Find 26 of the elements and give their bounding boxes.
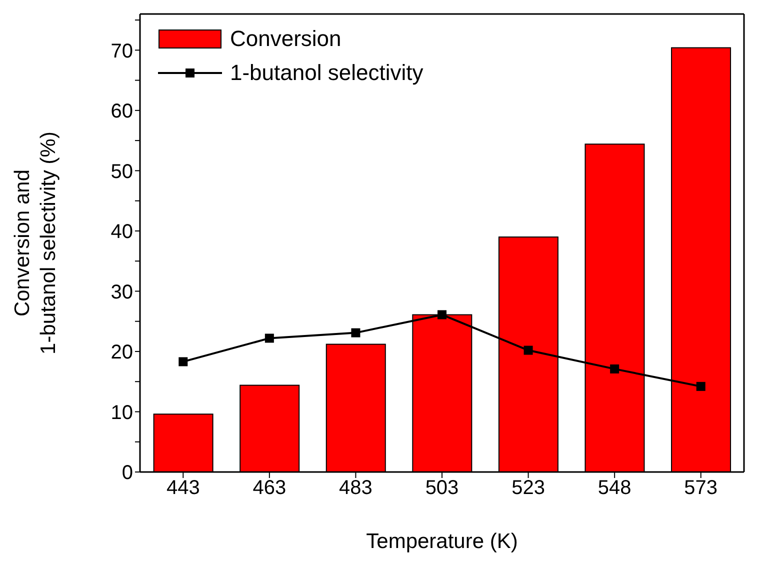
x-tick-label: 463: [252, 477, 286, 500]
x-tick-label: 483: [339, 477, 372, 500]
point: [610, 364, 620, 374]
point: [524, 346, 533, 355]
x-axis-title: Temperature (K): [366, 530, 518, 553]
point: [264, 334, 274, 343]
y-tick-label: 60: [110, 100, 133, 123]
y-tick-label: 0: [122, 462, 133, 484]
point: [351, 328, 360, 338]
point: [438, 310, 446, 320]
y-tick-label: 20: [110, 342, 133, 364]
x-tick-label: 573: [684, 477, 718, 500]
y-axis-title: Conversion and 1-butanol selectivity (%): [11, 132, 60, 354]
y-tick-label: 30: [110, 281, 133, 304]
x-tick-label: 503: [425, 477, 459, 500]
x-tick-label: 523: [512, 477, 545, 500]
x-tick-label: 548: [598, 477, 632, 500]
legend-label: 1-butanol selectivity: [230, 60, 424, 86]
legend-label: Conversion: [230, 26, 342, 52]
point: [178, 357, 188, 366]
y-tick-label: 10: [110, 402, 133, 424]
y-tick-label: 50: [110, 160, 133, 183]
y-tick-label: 70: [110, 40, 133, 62]
point: [696, 382, 706, 391]
x-tick-label: 443: [166, 477, 200, 500]
y-tick-label: 40: [110, 221, 133, 244]
